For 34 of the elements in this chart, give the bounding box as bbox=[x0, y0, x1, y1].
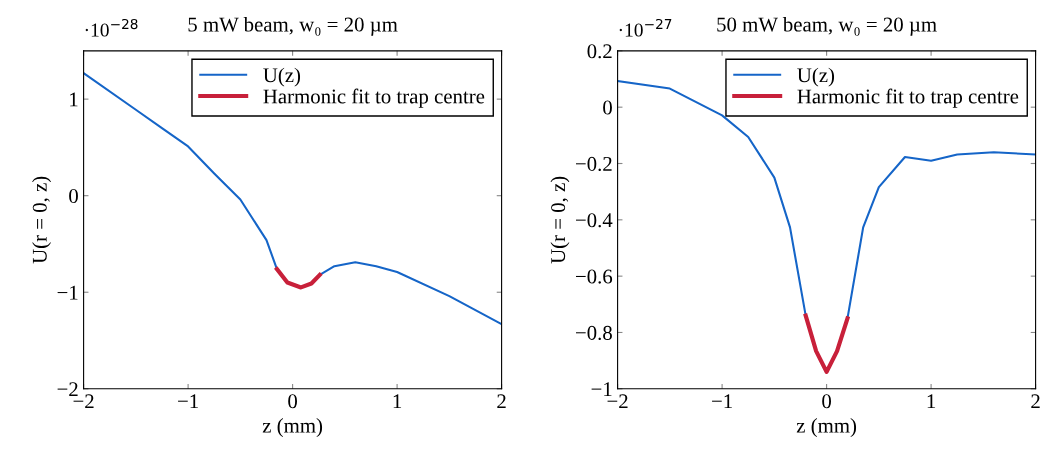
y-tick-label: −1 bbox=[57, 285, 78, 300]
y-tick-label: −0.6 bbox=[575, 269, 613, 284]
y-tick-label: 0 bbox=[603, 100, 612, 115]
line-series bbox=[274, 266, 322, 290]
x-tick-label: 2 bbox=[497, 394, 506, 409]
x-tick-label: −1 bbox=[712, 394, 732, 409]
chart-title: 50 mW beam, w₀ = 20 µm bbox=[717, 16, 937, 36]
line-series bbox=[803, 313, 850, 374]
y-tick-label: −0.2 bbox=[575, 156, 612, 172]
legend-label: U(z) bbox=[797, 67, 835, 87]
y-tick-label: −0.8 bbox=[575, 325, 612, 340]
x-tick-label: 0 bbox=[288, 394, 298, 409]
text: ·10$^{−28}$ bbox=[85, 18, 138, 37]
y-tick-label: 0.2 bbox=[587, 44, 612, 59]
y-tick-label: 1 bbox=[70, 92, 78, 107]
x-tick-label: 2 bbox=[1031, 394, 1040, 409]
y-tick-label: −0.4 bbox=[575, 213, 613, 228]
y-tick-label: −2 bbox=[57, 382, 78, 397]
x-tick-label: 1 bbox=[393, 394, 402, 409]
legend-label: U(z) bbox=[263, 67, 301, 87]
y-tick-label: −1 bbox=[591, 382, 612, 397]
x-tick-label: −1 bbox=[178, 394, 198, 409]
y-tick-label: 0 bbox=[69, 189, 78, 204]
y-axis-title: U(r = 0, z) bbox=[32, 176, 52, 264]
x-axis-title: z (mm) bbox=[796, 418, 857, 437]
x-tick-label: 1 bbox=[927, 394, 936, 409]
chart-title: 5 mW beam, w₀ = 20 µm bbox=[188, 16, 398, 36]
text: ·10$^{−27}$ bbox=[619, 18, 672, 37]
x-axis-title: z (mm) bbox=[262, 418, 323, 437]
legend-label: Harmonic fit to trap centre bbox=[797, 88, 1019, 108]
x-tick-label: −2 bbox=[607, 394, 628, 409]
x-tick-label: 0 bbox=[822, 394, 832, 409]
y-axis-title: U(r = 0, z) bbox=[550, 176, 570, 264]
legend-label: Harmonic fit to trap centre bbox=[263, 88, 485, 108]
